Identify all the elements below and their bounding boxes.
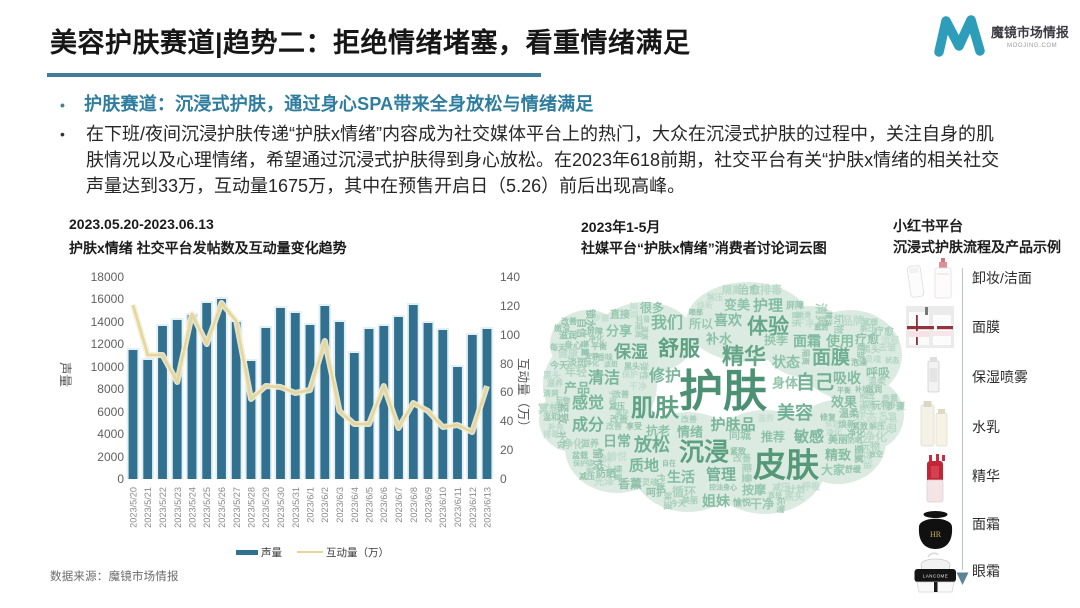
svg-text:2023/5/25: 2023/5/25 xyxy=(202,487,212,528)
svg-text:2023/6/13: 2023/6/13 xyxy=(483,487,493,528)
svg-text:0: 0 xyxy=(500,472,507,486)
svg-text:8000: 8000 xyxy=(97,382,124,396)
svg-text:2023/6/1: 2023/6/1 xyxy=(306,487,316,523)
svg-text:16000: 16000 xyxy=(91,292,125,306)
svg-text:2023/5/28: 2023/5/28 xyxy=(247,487,257,528)
svg-text:10000: 10000 xyxy=(91,360,125,374)
svg-text:2023/5/23: 2023/5/23 xyxy=(173,487,183,528)
svg-text:60: 60 xyxy=(500,385,514,399)
svg-text:2023/6/10: 2023/6/10 xyxy=(438,487,448,528)
svg-text:140: 140 xyxy=(500,270,520,284)
svg-text:2023/5/30: 2023/5/30 xyxy=(276,487,286,528)
svg-text:80: 80 xyxy=(500,357,514,371)
svg-text:2023/6/11: 2023/6/11 xyxy=(453,487,463,527)
svg-text:声量: 声量 xyxy=(58,362,72,387)
svg-text:2023/5/31: 2023/5/31 xyxy=(291,487,301,528)
svg-text:120: 120 xyxy=(500,299,520,313)
svg-text:2023/6/6: 2023/6/6 xyxy=(379,487,389,523)
svg-text:2023/5/24: 2023/5/24 xyxy=(188,487,198,528)
svg-text:14000: 14000 xyxy=(91,315,125,329)
svg-text:2023/5/27: 2023/5/27 xyxy=(232,487,242,528)
svg-text:2023/6/5: 2023/6/5 xyxy=(365,487,375,523)
svg-text:20: 20 xyxy=(500,443,514,457)
svg-text:魔镜市场情报: 魔镜市场情报 xyxy=(990,25,1069,40)
svg-text:2023/5/21: 2023/5/21 xyxy=(143,487,153,528)
svg-text:2000: 2000 xyxy=(97,450,124,464)
svg-text:2023/6/3: 2023/6/3 xyxy=(335,487,345,523)
svg-text:2023/6/7: 2023/6/7 xyxy=(394,487,404,523)
svg-text:2023/6/12: 2023/6/12 xyxy=(468,487,478,528)
svg-text:2023/6/2: 2023/6/2 xyxy=(320,487,330,523)
svg-text:2023/5/26: 2023/5/26 xyxy=(217,487,227,528)
svg-text:2023/5/22: 2023/5/22 xyxy=(158,487,168,528)
svg-text:2023/6/4: 2023/6/4 xyxy=(350,487,360,523)
svg-text:12000: 12000 xyxy=(91,337,125,351)
svg-text:40: 40 xyxy=(500,414,514,428)
svg-text:2023/6/8: 2023/6/8 xyxy=(409,487,419,523)
svg-text:2023/6/9: 2023/6/9 xyxy=(424,487,434,523)
svg-text:100: 100 xyxy=(500,328,520,342)
svg-text:2023/5/29: 2023/5/29 xyxy=(261,487,271,528)
svg-text:0: 0 xyxy=(117,472,124,486)
svg-text:LANCOME: LANCOME xyxy=(923,574,949,579)
svg-text:HR: HR xyxy=(930,530,942,539)
svg-text:18000: 18000 xyxy=(91,270,125,284)
svg-text:6000: 6000 xyxy=(97,405,124,419)
svg-text:2023/5/20: 2023/5/20 xyxy=(129,487,139,528)
svg-text:MOOJING.COM: MOOJING.COM xyxy=(1007,43,1057,49)
svg-text:4000: 4000 xyxy=(97,427,124,441)
svg-text:互动量（万）: 互动量（万） xyxy=(516,358,530,433)
